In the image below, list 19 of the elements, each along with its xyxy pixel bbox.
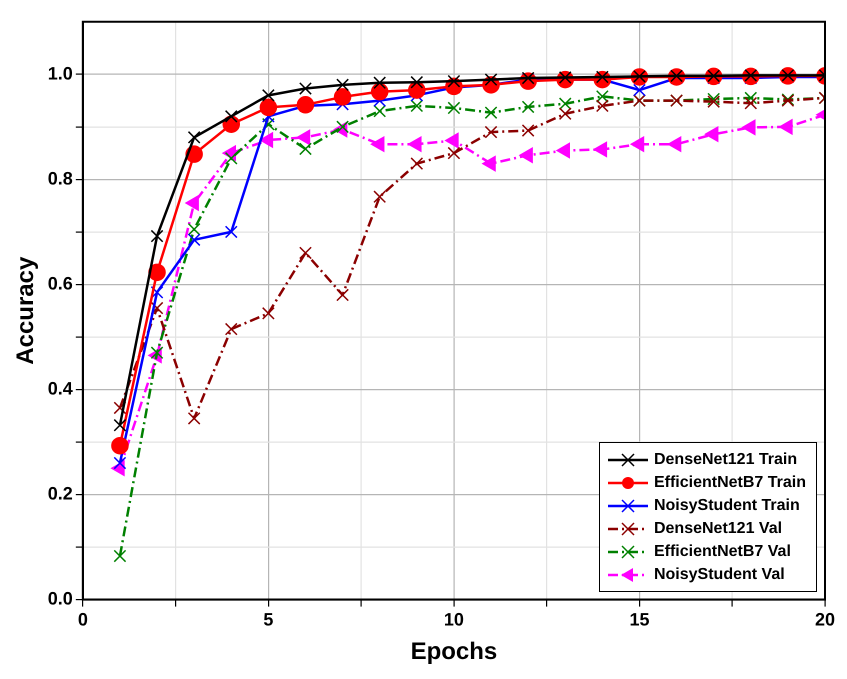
legend-label: NoisyStudent Train [654,497,800,516]
x-tick-label: 15 [629,609,650,630]
x-tick-label: 0 [78,609,88,630]
x-tick-label: 20 [814,609,836,630]
x-tick-label: 5 [263,609,274,630]
y-tick-label: 0.6 [48,273,73,294]
legend-label: EfficientNetB7 Train [654,474,806,492]
legend-label: NoisyStudent Val [654,566,785,584]
y-tick-label: 0.2 [48,484,73,504]
legend-label: EfficientNetB7 Val [654,543,791,562]
x-tick-label: 10 [444,609,464,630]
x-axis-title: Epochs [410,638,498,666]
y-tick-label: 1.0 [48,63,73,84]
y-tick-label: 0.4 [48,378,73,398]
legend-label: DenseNet121 Val [654,520,782,538]
y-tick-label: 0.8 [48,168,73,188]
legend-label: DenseNet121 Train [654,451,798,470]
y-axis-title: Accuracy [12,256,40,365]
y-tick-label: 0.0 [48,588,73,609]
